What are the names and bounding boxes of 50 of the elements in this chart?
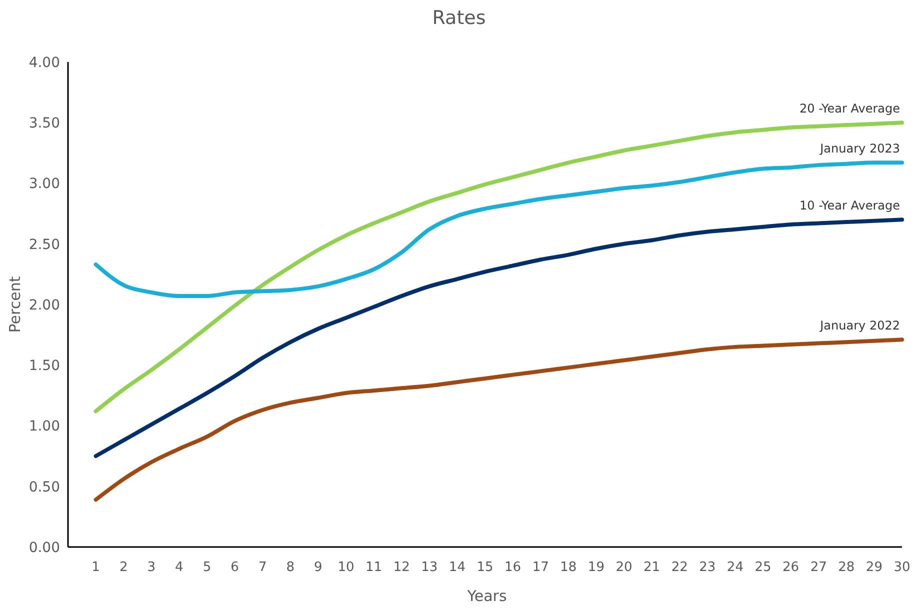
line-series xyxy=(94,120,904,414)
y-tick-label: 2.00 xyxy=(28,297,60,314)
x-tick-label: 24 xyxy=(726,560,744,575)
y-tick-label: 0.50 xyxy=(28,479,60,496)
x-tick-label: 23 xyxy=(699,560,716,575)
x-tick-label: 30 xyxy=(894,560,910,575)
x-tick-label: 2 xyxy=(119,560,128,575)
x-tick-label: 22 xyxy=(671,560,688,575)
x-tick-label: 28 xyxy=(838,560,855,575)
x-tick-label: 26 xyxy=(782,560,800,575)
y-tick-label: 3.00 xyxy=(28,176,60,192)
y-tick-label: 3.50 xyxy=(28,116,60,132)
x-tick-label: 29 xyxy=(866,560,882,575)
x-tick-label: 3 xyxy=(147,560,156,575)
x-tick-label: 14 xyxy=(448,560,466,575)
x-tick-label: 1 xyxy=(92,560,100,575)
series-label: 10 -Year Average xyxy=(800,198,900,213)
x-tick-label: 18 xyxy=(560,560,577,575)
series-label: January 2022 xyxy=(819,318,900,333)
x-tick-label: 11 xyxy=(366,560,382,575)
line-series xyxy=(94,218,904,458)
x-tick-label: 20 xyxy=(616,560,632,575)
x-tick-label: 9 xyxy=(314,560,322,575)
y-axis-title: Percent xyxy=(6,276,24,333)
x-tick-label: 13 xyxy=(421,560,438,575)
x-tick-label: 25 xyxy=(754,560,772,575)
x-tick-label: 7 xyxy=(258,560,267,575)
x-tick-label: 21 xyxy=(644,560,660,575)
chart-title: Rates xyxy=(432,7,486,29)
series-label: 20 -Year Average xyxy=(800,102,900,116)
line-series xyxy=(94,160,904,298)
x-tick-label: 4 xyxy=(175,560,184,575)
x-tick-label: 17 xyxy=(532,560,549,575)
y-tick-label: 1.00 xyxy=(28,418,60,435)
x-tick-label: 10 xyxy=(338,560,354,575)
x-tick-label: 12 xyxy=(393,560,410,575)
x-axis-title: Years xyxy=(466,587,507,605)
series-label: January 2023 xyxy=(819,142,900,156)
x-tick-label: 5 xyxy=(202,560,212,575)
x-tick-label: 27 xyxy=(810,560,827,575)
x-tick-label: 8 xyxy=(286,560,295,575)
x-tick-label: 19 xyxy=(588,560,604,575)
y-tick-label: 2.50 xyxy=(28,236,60,253)
y-tick-label: 0.00 xyxy=(28,540,60,556)
y-tick-label: 4.00 xyxy=(28,54,60,71)
y-tick-label: 1.50 xyxy=(28,358,60,374)
x-tick-label: 6 xyxy=(230,560,239,575)
x-tick-label: 16 xyxy=(504,560,522,575)
line-series xyxy=(94,338,904,502)
x-tick-label: 15 xyxy=(476,560,494,575)
